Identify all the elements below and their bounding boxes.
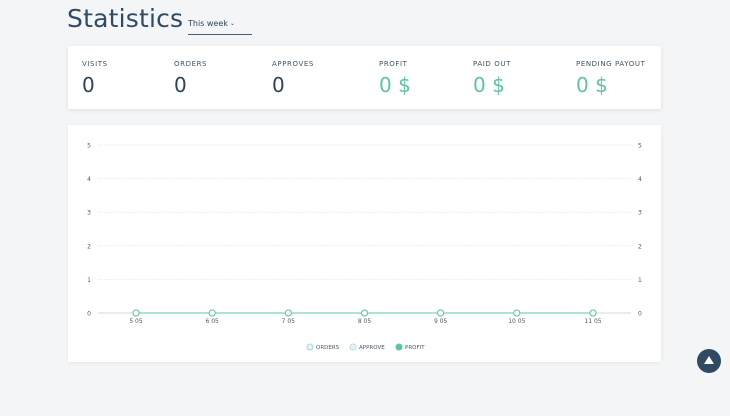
- stat-value: 0: [82, 73, 95, 97]
- y-tick-label: 1: [87, 277, 91, 284]
- stat-label: ORDERS: [174, 60, 208, 68]
- stat-label: PAID OUT: [473, 60, 511, 68]
- data-point: [132, 309, 140, 317]
- data-point: [513, 309, 521, 317]
- x-tick-label: 6 05: [205, 318, 219, 325]
- x-tick-label: 9 05: [434, 318, 448, 325]
- x-tick-label: 11 05: [584, 318, 601, 325]
- arrow-up-icon: [704, 356, 714, 364]
- page-title: Statistics: [67, 4, 184, 33]
- stat-label: VISITS: [82, 60, 108, 68]
- x-tick-label: 10 05: [508, 318, 525, 325]
- stat-label: PENDING PAYOUT: [576, 60, 646, 68]
- stat-value: 0: [272, 73, 285, 97]
- y-tick-label-right: 1: [638, 277, 642, 284]
- legend-marker: [395, 343, 403, 351]
- stat-value: 0 $: [576, 73, 608, 97]
- data-point: [589, 309, 597, 317]
- x-tick-label: 5 05: [129, 318, 143, 325]
- stat-value: 0 $: [379, 73, 411, 97]
- data-point: [284, 309, 292, 317]
- y-tick-label-right: 3: [638, 210, 642, 217]
- chevron-down-icon: ⌄: [229, 20, 235, 27]
- legend-marker: [349, 343, 357, 351]
- y-tick-label: 2: [87, 243, 91, 250]
- legend-marker: [306, 343, 314, 351]
- data-point: [361, 309, 368, 317]
- legend-label: ORDERS: [316, 345, 340, 351]
- data-point: [208, 309, 216, 317]
- y-tick-label-right: 5: [638, 143, 642, 150]
- x-tick-label: 8 05: [358, 318, 372, 325]
- stat-label: PROFIT: [379, 60, 408, 68]
- period-select-value: This week: [188, 19, 228, 28]
- y-tick-label-right: 2: [638, 243, 642, 250]
- data-point: [437, 309, 445, 317]
- legend-label: PROFIT: [405, 345, 425, 351]
- chart-card: 0 0 1 1 2 2 3 3 4 4 5 5 5 05 6 05 7 05 8 05 9 05 10 05 11 …: [68, 125, 661, 362]
- y-tick-label-right: 0: [638, 311, 642, 318]
- stat-label: APPROVES: [272, 60, 314, 68]
- x-tick-label: 7 05: [282, 318, 296, 325]
- stat-value: 0: [174, 73, 187, 97]
- stats-card: VISITS 0 ORDERS 0 APPROVES 0 PROFIT 0 $ …: [68, 46, 661, 109]
- legend-label: APPROVE: [359, 345, 385, 351]
- stat-value: 0 $: [473, 73, 505, 97]
- y-tick-label: 4: [87, 176, 91, 183]
- y-tick-label: 0: [87, 311, 91, 318]
- y-tick-label-right: 4: [638, 176, 642, 183]
- scroll-to-top-button[interactable]: [697, 349, 721, 373]
- y-tick-label: 5: [87, 143, 91, 150]
- period-select[interactable]: This week ⌄: [188, 19, 252, 35]
- y-tick-label: 3: [87, 210, 91, 217]
- statistics-chart: 0 0 1 1 2 2 3 3 4 4 5 5 5 05 6 05 7 05 8 05 9 05 10 05 11 …: [87, 143, 642, 352]
